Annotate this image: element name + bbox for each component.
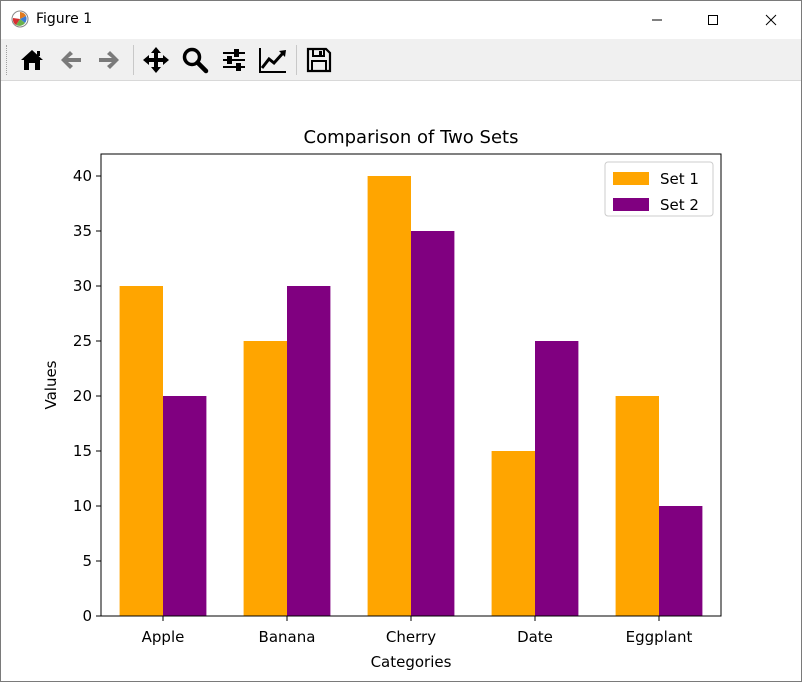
y-tick-label: 40 — [73, 167, 92, 185]
y-tick-label: 35 — [73, 222, 92, 240]
bar-2-cherry — [411, 231, 455, 616]
close-button[interactable] — [743, 1, 799, 39]
home-button[interactable] — [16, 44, 48, 76]
back-button[interactable] — [55, 44, 87, 76]
floppy-disk-icon — [306, 47, 332, 73]
y-tick-label: 20 — [73, 387, 92, 405]
legend-label-1: Set 1 — [660, 170, 699, 188]
zoom-button[interactable] — [179, 44, 211, 76]
toolbar-separator — [296, 45, 297, 75]
window-title: Figure 1 — [36, 11, 93, 27]
x-tick-label: Apple — [142, 628, 185, 646]
x-tick-label: Date — [517, 628, 553, 646]
magnifier-icon — [182, 47, 209, 74]
maximize-button[interactable] — [685, 1, 741, 39]
bar-2-apple — [163, 396, 207, 616]
legend-swatch-2 — [613, 198, 649, 211]
y-tick-label: 15 — [73, 442, 92, 460]
sliders-icon — [223, 49, 245, 71]
subplots-button[interactable] — [218, 44, 250, 76]
home-icon — [21, 50, 43, 70]
toolbar-separator — [133, 45, 134, 75]
legend-label-2: Set 2 — [660, 196, 699, 214]
minimize-button[interactable] — [629, 1, 685, 39]
x-axis-label: Categories — [371, 653, 452, 671]
bar-1-cherry — [367, 176, 411, 616]
line-chart-icon — [259, 48, 286, 73]
title-bar[interactable]: Figure 1 — [1, 1, 801, 39]
y-tick-label: 5 — [82, 552, 92, 570]
figure-canvas[interactable]: 0 5 10 15 20 25 30 35 40 Apple Banana Cherry Date Egg… — [1, 81, 801, 681]
bar-1-date — [491, 451, 535, 616]
close-icon — [765, 14, 777, 26]
bar-chart: 0 5 10 15 20 25 30 35 40 Apple Banana Cherry Date Egg… — [42, 127, 722, 671]
edit-axes-button[interactable] — [257, 44, 289, 76]
bar-1-eggplant — [615, 396, 659, 616]
bar-1-banana — [243, 341, 287, 616]
bar-2-banana — [287, 286, 331, 616]
save-button[interactable] — [303, 44, 335, 76]
forward-button[interactable] — [93, 44, 125, 76]
pan-button[interactable] — [140, 44, 172, 76]
minimize-icon — [652, 19, 662, 21]
bar-2-eggplant — [659, 506, 703, 616]
chart-title: Comparison of Two Sets — [304, 127, 519, 148]
y-tick-label: 30 — [73, 277, 92, 295]
legend-swatch-1 — [613, 172, 649, 185]
matplotlib-logo-icon — [11, 10, 29, 28]
y-tick-label: 25 — [73, 332, 92, 350]
x-tick-label: Eggplant — [626, 628, 693, 646]
move-icon — [143, 47, 169, 73]
y-axis-label: Values — [42, 360, 60, 409]
arrow-right-icon — [99, 51, 119, 69]
navigation-toolbar — [1, 39, 801, 81]
toolbar-grip[interactable] — [6, 45, 9, 75]
maximize-icon — [708, 15, 718, 25]
x-tick-label: Banana — [259, 628, 316, 646]
y-tick-label: 0 — [82, 607, 92, 625]
x-tick-label: Cherry — [386, 628, 436, 646]
y-tick-label: 10 — [73, 497, 92, 515]
bar-1-apple — [119, 286, 163, 616]
arrow-left-icon — [61, 51, 81, 69]
bar-2-date — [535, 341, 579, 616]
